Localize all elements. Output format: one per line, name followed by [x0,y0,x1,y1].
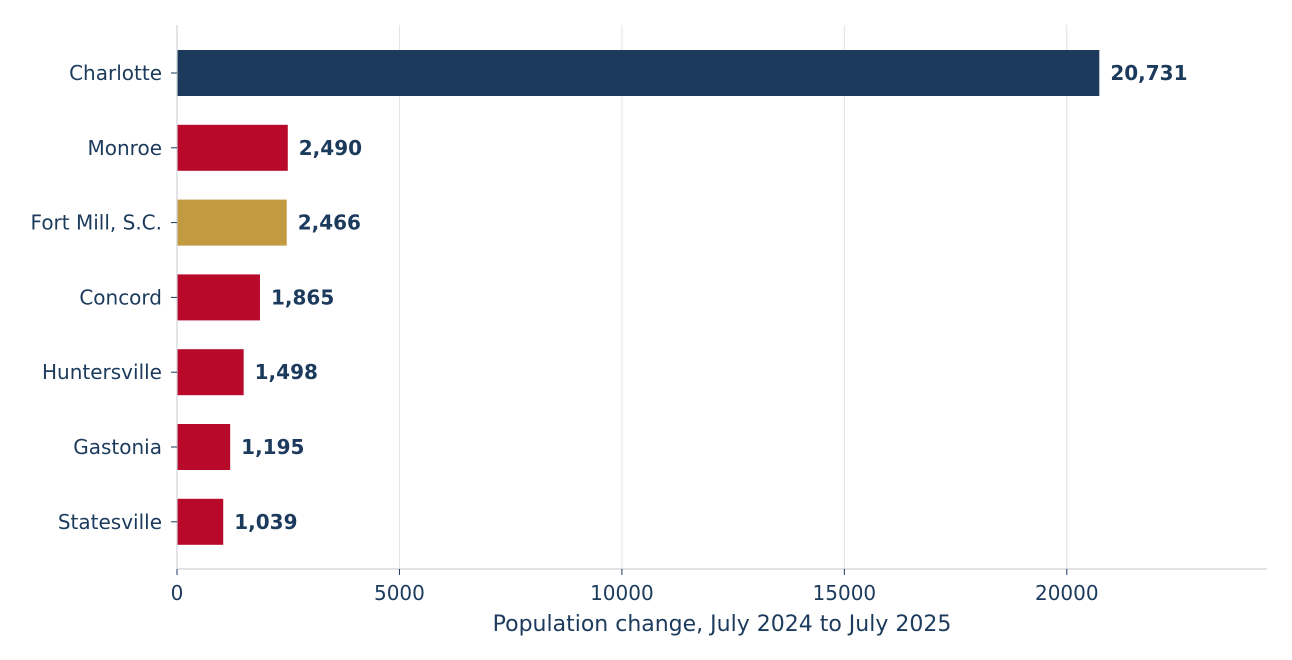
x-tick-label: 10000 [590,581,654,605]
data-label: 1,039 [234,510,297,534]
gridlines [398,25,1068,569]
bar [177,124,288,171]
data-label: 1,865 [271,285,334,309]
x-tick-label: 20000 [1035,581,1099,605]
data-labels: 20,731 2,490 2,466 1,865 1,498 1,195 1,039 [234,61,1187,534]
data-label: 2,466 [298,211,361,235]
x-axis-ticks: 0 5000 10000 15000 20000 [171,569,1099,605]
category-label: Huntersville [42,360,162,384]
category-label: Statesville [58,510,162,534]
data-label: 2,490 [299,136,362,160]
x-tick-label: 5000 [374,581,425,605]
category-label: Gastonia [73,435,162,459]
bar [177,424,231,470]
category-label: Monroe [88,136,163,160]
data-label: 1,195 [241,435,304,459]
bar [177,274,260,321]
bars [177,50,1100,545]
x-tick-label: 0 [171,581,184,605]
x-tick-label: 15000 [813,581,877,605]
data-label: 20,731 [1110,61,1187,85]
data-label: 1,498 [255,360,318,384]
bar [177,199,287,246]
x-axis-title: Population change, July 2024 to July 202… [493,612,952,637]
bar [177,349,244,396]
category-label: Charlotte [69,61,162,85]
bar [177,498,224,545]
category-label: Concord [79,285,162,309]
category-label: Fort Mill, S.C. [31,211,162,235]
y-axis-categories: Charlotte Monroe Fort Mill, S.C. Concord Hun… [31,61,177,534]
axes [176,25,1267,570]
bar [177,50,1100,96]
